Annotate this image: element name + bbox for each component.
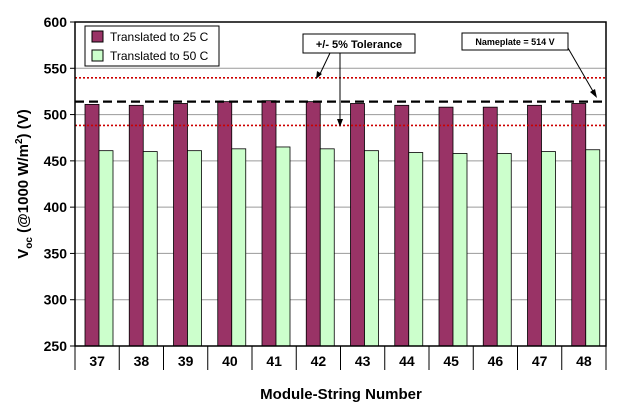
y-axis-title-sub: oc bbox=[24, 237, 35, 249]
legend-label-25c: Translated to 25 C bbox=[110, 30, 209, 44]
bar-50c-37 bbox=[98, 150, 114, 347]
y-tick-label-350: 350 bbox=[44, 245, 68, 261]
y-axis: 250 300 350 400 450 500 550 600 bbox=[44, 14, 75, 354]
bar-50c-46 bbox=[496, 153, 512, 347]
bar-25c-39 bbox=[173, 103, 188, 347]
x-tick-label-38: 38 bbox=[134, 353, 150, 369]
legend-label-50c: Translated to 50 C bbox=[110, 49, 209, 63]
legend: Translated to 25 C Translated to 50 C bbox=[84, 25, 220, 67]
bar-50c-43 bbox=[364, 150, 379, 347]
bar-50c-45 bbox=[452, 153, 468, 347]
bars bbox=[84, 100, 601, 347]
y-tick-label-400: 400 bbox=[44, 199, 68, 215]
y-axis-title-mid: (@1000 W/m bbox=[15, 144, 32, 237]
y-axis-title-prefix: V bbox=[15, 249, 32, 259]
bar-25c-45 bbox=[438, 106, 454, 347]
nameplate-label: Nameplate = 514 V bbox=[475, 37, 554, 47]
tolerance-arrow-up bbox=[318, 52, 331, 77]
bar-25c-47 bbox=[527, 104, 542, 347]
bar-25c-46 bbox=[482, 106, 498, 347]
x-tick-label-43: 43 bbox=[355, 353, 371, 369]
tolerance-arrowhead-down bbox=[337, 119, 343, 127]
x-tick-label-37: 37 bbox=[89, 353, 105, 369]
bar-25c-41 bbox=[261, 100, 277, 347]
tolerance-label: +/- 5% Tolerance bbox=[316, 39, 402, 51]
y-tick-label-500: 500 bbox=[44, 107, 68, 123]
bar-50c-48 bbox=[585, 149, 601, 347]
x-tick-label-44: 44 bbox=[399, 353, 415, 369]
tolerance-label-box bbox=[302, 33, 416, 54]
x-axis: 37 38 39 40 41 42 43 44 45 46 47 48 bbox=[74, 346, 607, 370]
bar-25c-42 bbox=[305, 101, 321, 347]
legend-swatch-25c bbox=[91, 30, 104, 43]
x-tick-label-40: 40 bbox=[222, 353, 238, 369]
nameplate-arrow bbox=[567, 47, 595, 94]
bar-50c-40 bbox=[231, 148, 247, 347]
x-tick-label-41: 41 bbox=[266, 353, 282, 369]
legend-box bbox=[84, 25, 220, 67]
nameplate-arrowhead bbox=[590, 89, 597, 98]
y-axis-title-suffix: ) (V) bbox=[15, 109, 32, 138]
y-tick-label-450: 450 bbox=[44, 153, 68, 169]
y-tick-label-300: 300 bbox=[44, 292, 68, 308]
bar-25c-43 bbox=[350, 103, 365, 347]
bar-25c-38 bbox=[128, 104, 144, 347]
bar-25c-48 bbox=[571, 103, 587, 347]
x-tick-label-42: 42 bbox=[311, 353, 327, 369]
bar-25c-37 bbox=[84, 103, 100, 347]
x-tick-label-47: 47 bbox=[532, 353, 548, 369]
nameplate-label-box bbox=[461, 32, 569, 51]
x-tick-label-39: 39 bbox=[178, 353, 194, 369]
y-tick-label-600: 600 bbox=[44, 14, 68, 30]
tolerance-arrowhead-up bbox=[316, 71, 322, 79]
bar-50c-38 bbox=[142, 151, 158, 347]
x-axis-title: Module-String Number bbox=[260, 386, 422, 403]
y-tick-label-250: 250 bbox=[44, 338, 68, 354]
y-axis-title-sup: 2 bbox=[14, 138, 25, 144]
bar-50c-42 bbox=[319, 148, 335, 347]
nameplate-annotation: Nameplate = 514 V bbox=[461, 32, 597, 98]
bar-50c-39 bbox=[187, 150, 202, 347]
y-tick-label-550: 550 bbox=[44, 60, 68, 76]
bar-25c-40 bbox=[217, 101, 233, 347]
x-tick-label-48: 48 bbox=[576, 353, 592, 369]
tolerance-annotation: +/- 5% Tolerance bbox=[302, 33, 416, 127]
legend-swatch-50c bbox=[91, 49, 104, 62]
x-tick-label-46: 46 bbox=[488, 353, 504, 369]
bar-50c-44 bbox=[408, 152, 424, 347]
x-tick-label-45: 45 bbox=[443, 353, 459, 369]
bar-50c-41 bbox=[275, 146, 291, 347]
bar-25c-44 bbox=[394, 104, 410, 347]
bar-50c-47 bbox=[541, 151, 556, 347]
y-axis-title: Voc (@1000 W/m2) (V) bbox=[14, 109, 35, 258]
